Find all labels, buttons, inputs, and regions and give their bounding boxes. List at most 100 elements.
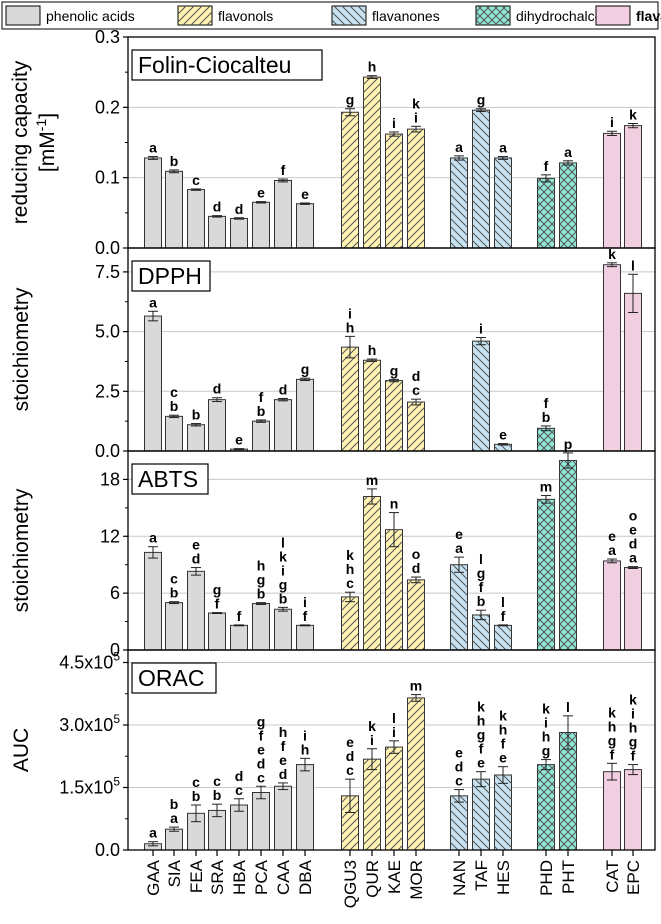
bar-dpph-pca bbox=[252, 420, 270, 452]
significance-letter: f bbox=[544, 395, 549, 411]
significance-letter: f bbox=[281, 738, 286, 754]
x-tick-label-hba: HBA bbox=[230, 859, 249, 895]
bar-pattern-kae bbox=[385, 747, 403, 850]
bar-dpph-sia bbox=[165, 415, 183, 452]
significance-letter: a bbox=[499, 140, 507, 156]
significance-letter: d bbox=[257, 755, 266, 771]
bar-abts-caa bbox=[274, 608, 292, 651]
significance-letter: m bbox=[410, 678, 422, 694]
x-tick-label-sra: SRA bbox=[208, 859, 227, 895]
significance-letter: h bbox=[257, 558, 266, 574]
significance-letter: h bbox=[629, 720, 638, 736]
panel-title-box bbox=[131, 463, 209, 495]
y-tick-label: 0.0 bbox=[95, 441, 120, 461]
legend-label-flavanones: flavanones bbox=[372, 8, 440, 24]
significance-letter: c bbox=[213, 773, 221, 789]
x-tick-label-pht: PHT bbox=[559, 860, 578, 894]
significance-letter: c bbox=[170, 571, 178, 587]
bar-pattern-pht bbox=[559, 162, 577, 248]
bar-dpph-cat bbox=[603, 264, 621, 452]
bar-orac-caa bbox=[274, 785, 292, 851]
bar-pattern-qgu3 bbox=[341, 596, 359, 650]
significance-letter: k bbox=[608, 704, 616, 720]
significance-letter: d bbox=[455, 759, 464, 775]
bar-folin-ciocalteu-sia bbox=[165, 170, 183, 249]
y-tick-label: 0.2 bbox=[95, 97, 120, 117]
bar-abts-pca bbox=[252, 603, 270, 651]
significance-letter: i bbox=[303, 727, 307, 743]
significance-letter: e bbox=[499, 427, 507, 443]
significance-letter: f bbox=[479, 579, 484, 595]
y-tick-label: 2.5 bbox=[95, 381, 120, 401]
significance-letter: a bbox=[455, 540, 463, 556]
significance-letter: e bbox=[235, 432, 243, 448]
legend-swatch-flavanols bbox=[595, 5, 631, 26]
panel-title-box bbox=[131, 662, 217, 694]
significance-letter: a bbox=[149, 530, 157, 546]
bar-pattern-qgu3 bbox=[341, 347, 359, 451]
significance-letter: b bbox=[213, 787, 222, 803]
bar-abts-cat bbox=[603, 560, 621, 651]
significance-letter: l bbox=[501, 594, 505, 610]
significance-letter: l bbox=[631, 257, 635, 273]
significance-letter: e bbox=[455, 745, 463, 761]
significance-letter: e bbox=[499, 750, 507, 766]
significance-letter: b bbox=[542, 409, 551, 425]
bar-folin-ciocalteu-hba bbox=[230, 217, 248, 249]
significance-letter: g bbox=[477, 727, 486, 743]
bar-pattern-nan bbox=[450, 795, 468, 850]
significance-letter: b bbox=[257, 403, 266, 419]
bar-pattern-qur bbox=[363, 496, 381, 650]
significance-letter: a bbox=[629, 550, 637, 566]
significance-letter: o bbox=[629, 508, 638, 524]
significance-letter: h bbox=[542, 729, 551, 745]
legend-swatch-pattern-flavonols bbox=[178, 6, 212, 25]
significance-letter: f bbox=[631, 748, 636, 764]
bar-pattern-hes bbox=[494, 444, 512, 451]
significance-letter: b bbox=[170, 398, 179, 414]
bar-pattern-qgu3 bbox=[341, 795, 359, 850]
bar-folin-ciocalteu-sra bbox=[208, 215, 226, 249]
significance-letter: f bbox=[259, 389, 264, 405]
bar-folin-ciocalteu-pca bbox=[252, 201, 270, 249]
y-tick-label: 0.3 bbox=[95, 27, 120, 47]
significance-letter: o bbox=[412, 546, 421, 562]
bar-pattern-qur bbox=[363, 77, 381, 248]
significance-letter: c bbox=[257, 769, 265, 785]
y-axis-label: stoichiometry bbox=[10, 488, 33, 612]
bar-dpph-dba bbox=[296, 378, 314, 452]
significance-letter: a bbox=[564, 144, 572, 160]
x-tick-label-gaa: GAA bbox=[144, 859, 163, 896]
x-tick-label-nan: NAN bbox=[450, 860, 469, 896]
significance-letter: b bbox=[170, 585, 179, 601]
x-tick-label-epc: EPC bbox=[624, 860, 643, 895]
significance-letter: e bbox=[346, 734, 354, 750]
significance-letter: d bbox=[629, 536, 638, 552]
significance-letter: d bbox=[279, 766, 288, 782]
significance-letter: k bbox=[608, 246, 616, 262]
significance-letter: l bbox=[479, 551, 483, 567]
bar-pattern-mor bbox=[407, 697, 425, 850]
significance-letter: g bbox=[477, 92, 486, 108]
bar-pattern-phd bbox=[537, 764, 555, 850]
legend-box bbox=[1, 1, 659, 30]
significance-letter: f bbox=[479, 741, 484, 757]
bar-dpph-caa bbox=[274, 399, 292, 452]
y-tick-label: 0 bbox=[110, 640, 120, 660]
significance-letter: g bbox=[629, 734, 638, 750]
bar-orac-dba bbox=[296, 764, 314, 851]
significance-letter: h bbox=[368, 342, 377, 358]
significance-letter: e bbox=[192, 537, 200, 553]
significance-letter: i bbox=[392, 115, 396, 131]
significance-letter: k bbox=[368, 718, 376, 734]
significance-letter: c bbox=[192, 172, 200, 188]
significance-letter: l bbox=[281, 534, 285, 550]
significance-letter: d bbox=[412, 560, 421, 576]
significance-letter: h bbox=[368, 59, 377, 75]
bar-pattern-kae bbox=[385, 134, 403, 248]
significance-letter: m bbox=[366, 472, 378, 488]
x-axis: GAA SIA FEA SRA HBA PCA CAA DBA QGU3 QUR KAE MOR NAN… bbox=[144, 850, 643, 908]
